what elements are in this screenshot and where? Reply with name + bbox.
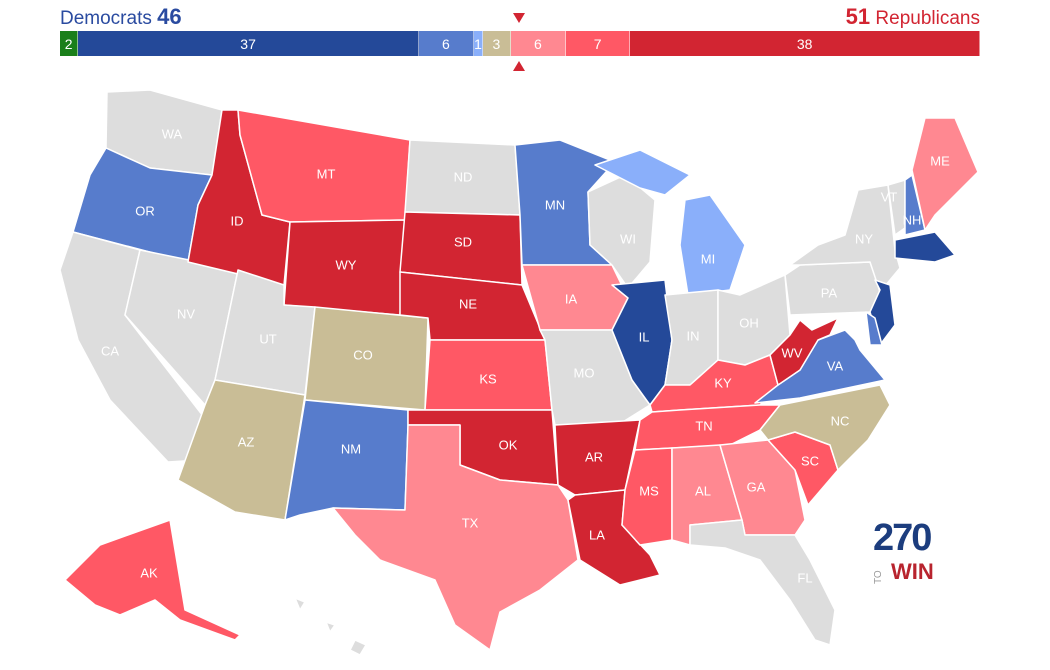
state-WV[interactable] xyxy=(769,317,839,386)
state-label-AK: AK xyxy=(140,565,158,580)
state-NM[interactable] xyxy=(284,399,409,521)
state-label-LA: LA xyxy=(589,527,605,542)
logo-win: WIN xyxy=(891,559,934,584)
state-label-MN: MN xyxy=(545,197,565,212)
state-label-AZ: AZ xyxy=(238,434,255,449)
bar-segment-likely_r: 7 xyxy=(565,31,631,56)
state-label-ND: ND xyxy=(454,169,473,184)
state-label-PA: PA xyxy=(821,285,838,300)
state-label-VA: VA xyxy=(827,358,844,373)
state-label-NE: NE xyxy=(459,296,477,311)
bar-segment-lean_r: 6 xyxy=(510,31,566,56)
state-label-NV: NV xyxy=(177,306,195,321)
state-label-VT: VT xyxy=(881,189,898,204)
state-label-MO: MO xyxy=(574,365,595,380)
majority-marker-top-icon xyxy=(513,13,525,23)
bar-segment-likely_d: 6 xyxy=(418,31,474,56)
state-AZ[interactable] xyxy=(177,379,306,521)
bar-segment-lean_d: 1 xyxy=(473,31,484,56)
bar-segment-safe_r: 38 xyxy=(630,31,980,56)
state-label-HI: HI xyxy=(316,639,329,654)
logo-to: TO xyxy=(873,570,884,584)
state-label-WY: WY xyxy=(336,257,357,272)
state-FL[interactable] xyxy=(689,519,836,646)
state-TX[interactable] xyxy=(332,424,579,651)
state-label-AR: AR xyxy=(585,449,603,464)
state-label-UT: UT xyxy=(259,331,276,346)
democrats-total: 46 xyxy=(157,4,182,29)
state-label-WI: WI xyxy=(620,231,636,246)
seat-balance-bar: 2 37 6 1 3 6 7 38 xyxy=(60,31,980,56)
state-label-MS: MS xyxy=(639,483,659,498)
state-label-KY: KY xyxy=(714,375,732,390)
state-DE[interactable] xyxy=(865,311,883,346)
bar-segment-independent: 2 xyxy=(60,31,79,56)
bar-segment-tossup: 3 xyxy=(483,31,511,56)
logo-number: 270 xyxy=(873,517,932,559)
state-label-CO: CO xyxy=(353,347,373,362)
state-NC[interactable] xyxy=(759,384,891,471)
state-label-AL: AL xyxy=(695,483,711,498)
state-label-IL: IL xyxy=(639,329,650,344)
state-label-SC: SC xyxy=(801,453,819,468)
bar-segment-safe_d: 37 xyxy=(78,31,419,56)
state-label-TN: TN xyxy=(695,418,712,433)
republicans-total: 51 xyxy=(845,4,871,29)
state-label-OH: OH xyxy=(739,315,759,330)
state-label-CA: CA xyxy=(101,343,119,358)
state-label-SD: SD xyxy=(454,234,472,249)
state-label-TX: TX xyxy=(462,515,479,530)
state-label-OK: OK xyxy=(499,437,518,452)
state-AK[interactable] xyxy=(64,519,241,641)
state-label-MT: MT xyxy=(317,166,336,181)
state-MI[interactable] xyxy=(594,149,746,296)
state-label-NH: NH xyxy=(903,212,922,227)
state-label-NY: NY xyxy=(855,231,873,246)
state-label-KS: KS xyxy=(479,371,497,386)
state-label-MI: MI xyxy=(701,251,715,266)
republicans-label: Republicans xyxy=(875,8,980,29)
republicans-header: 51 Republicans xyxy=(846,4,980,30)
270towin-logo[interactable]: 270 TO WIN xyxy=(873,518,953,584)
state-label-GA: GA xyxy=(747,479,766,494)
majority-marker-bottom-icon xyxy=(513,61,525,71)
state-label-NC: NC xyxy=(831,413,850,428)
state-label-IN: IN xyxy=(687,328,700,343)
state-label-WA: WA xyxy=(162,126,183,141)
state-label-FL: FL xyxy=(797,570,812,585)
state-HI[interactable] xyxy=(294,597,367,656)
state-label-ID: ID xyxy=(231,213,244,228)
state-label-OR: OR xyxy=(135,203,155,218)
state-label-ME: ME xyxy=(930,153,950,168)
state-label-IA: IA xyxy=(565,291,578,306)
state-label-NM: NM xyxy=(341,441,361,456)
democrats-label: Democrats xyxy=(60,8,152,29)
democrats-header: Democrats 46 xyxy=(60,4,182,30)
state-ME[interactable] xyxy=(911,117,979,231)
state-label-WV: WV xyxy=(782,345,803,360)
state-MA[interactable] xyxy=(894,231,956,263)
